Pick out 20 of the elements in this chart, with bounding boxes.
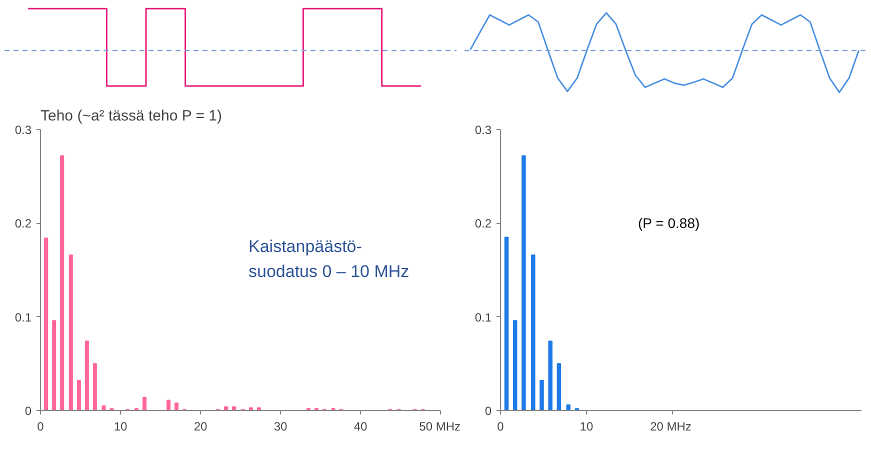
annotation: Kaistanpäästö- suodatus 0 – 10 MHz	[248, 237, 410, 281]
y-tick-label: 0.2	[14, 216, 32, 231]
y-tick-label: 0	[24, 404, 32, 418]
x-tick-label: 30	[274, 420, 288, 434]
x-tick-label: 20 MHz	[650, 420, 692, 434]
y-tick-label: 0.1	[14, 310, 32, 324]
y-tick-label: 0.1	[474, 310, 492, 324]
y-tick-label: 0	[484, 404, 492, 418]
y-tick-label: 0.3	[14, 123, 32, 137]
y-tick-label: 0.3	[474, 123, 492, 137]
x-tick-label: 0	[497, 420, 504, 434]
chart-title: Teho (~a² tässä teho P = 1)	[40, 108, 222, 124]
y-tick-label: 0.2	[474, 216, 492, 231]
x-tick-label: 40	[354, 420, 368, 434]
x-tick-label: 20	[194, 420, 208, 434]
x-tick-label: 10	[114, 420, 128, 434]
x-tick-label: 0	[37, 420, 44, 434]
x-tick-label: 10	[580, 420, 594, 434]
x-tick-label: 50 MHz	[419, 420, 460, 434]
annotation: (P = 0.88)	[638, 215, 700, 232]
